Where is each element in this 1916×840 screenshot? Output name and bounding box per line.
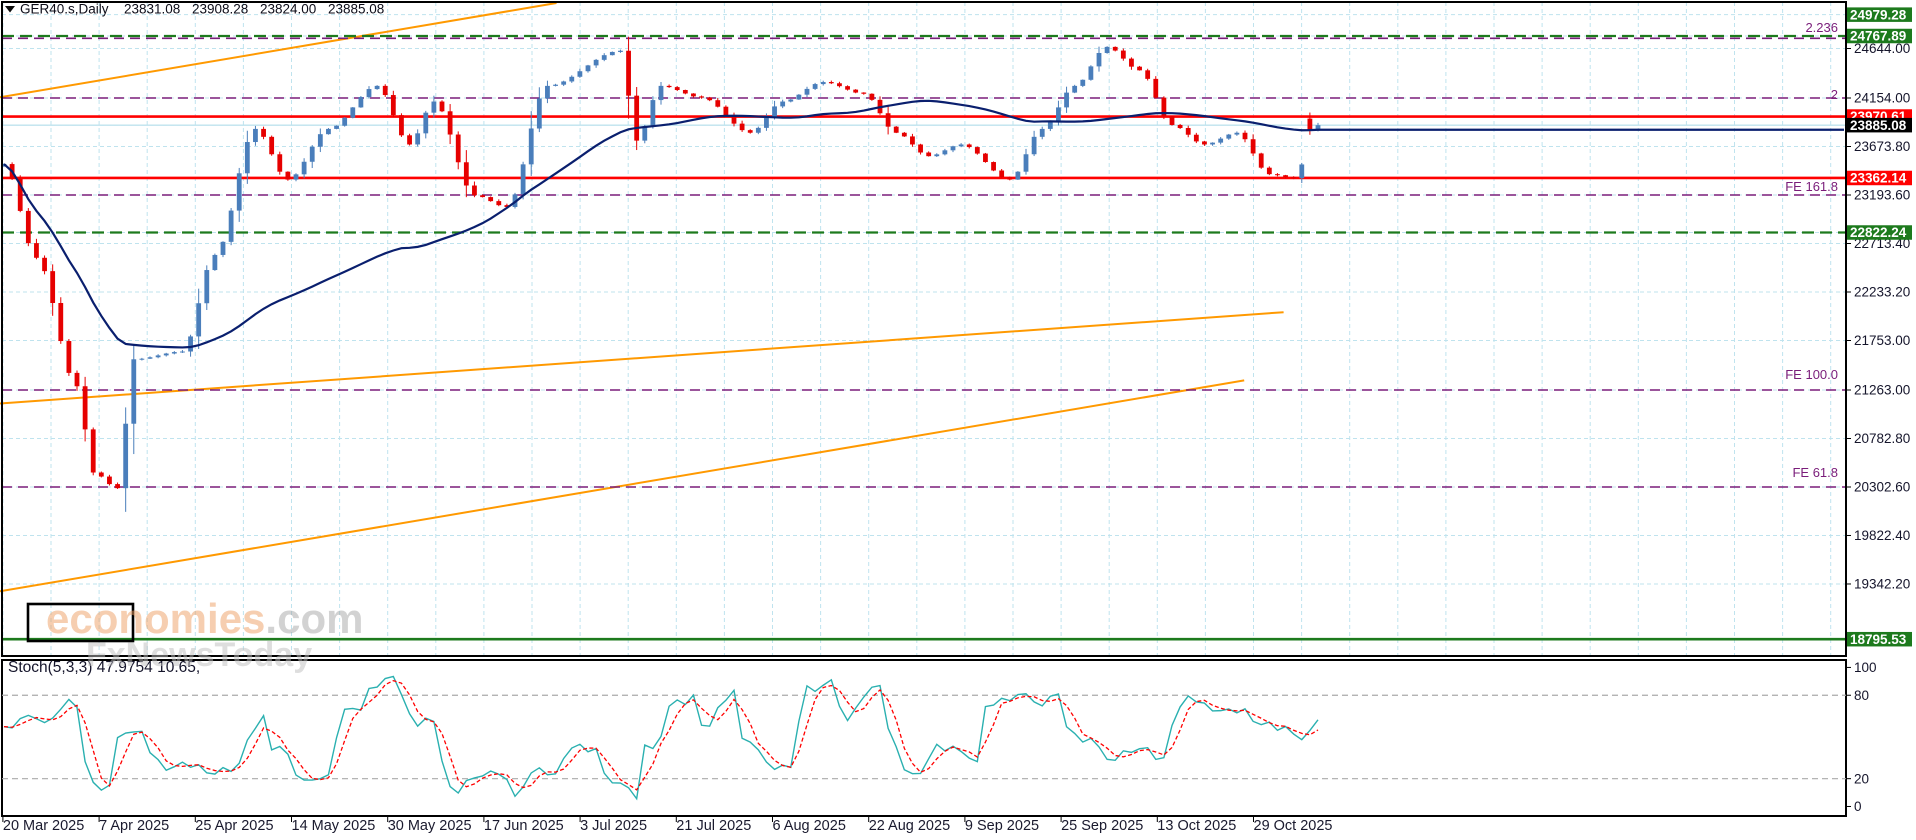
svg-text:GER40.s,Daily: GER40.s,Daily: [20, 2, 109, 17]
svg-text:9 Sep 2025: 9 Sep 2025: [965, 818, 1039, 834]
svg-text:30 May 2025: 30 May 2025: [388, 818, 472, 834]
svg-text:14 May 2025: 14 May 2025: [292, 818, 376, 834]
svg-text:23885.08: 23885.08: [328, 2, 384, 17]
svg-text:0: 0: [1854, 799, 1862, 814]
svg-text:2.236: 2.236: [1805, 20, 1838, 35]
svg-text:13 Oct 2025: 13 Oct 2025: [1157, 818, 1236, 834]
svg-text:24767.89: 24767.89: [1850, 29, 1906, 44]
svg-text:22 Aug 2025: 22 Aug 2025: [869, 818, 950, 834]
svg-text:17 Jun 2025: 17 Jun 2025: [484, 818, 564, 834]
svg-text:6 Aug 2025: 6 Aug 2025: [773, 818, 846, 834]
svg-text:24154.00: 24154.00: [1854, 91, 1910, 106]
svg-text:19822.40: 19822.40: [1854, 528, 1910, 543]
svg-text:23885.08: 23885.08: [1850, 118, 1907, 133]
svg-text:Stoch(5,3,3) 47.9754 10.65,: Stoch(5,3,3) 47.9754 10.65,: [8, 659, 200, 676]
svg-text:21 Jul 2025: 21 Jul 2025: [676, 818, 751, 834]
svg-text:20782.80: 20782.80: [1854, 431, 1910, 446]
svg-text:22822.24: 22822.24: [1850, 225, 1907, 240]
svg-text:23673.80: 23673.80: [1854, 139, 1910, 154]
svg-text:22233.20: 22233.20: [1854, 285, 1910, 300]
svg-text:25 Sep 2025: 25 Sep 2025: [1061, 818, 1143, 834]
svg-text:FE 61.8: FE 61.8: [1792, 465, 1838, 480]
svg-text:24979.28: 24979.28: [1850, 7, 1907, 22]
svg-text:29 Oct 2025: 29 Oct 2025: [1254, 818, 1333, 834]
svg-text:FE 161.8: FE 161.8: [1785, 179, 1838, 194]
svg-text:21263.00: 21263.00: [1854, 383, 1910, 398]
svg-text:23193.60: 23193.60: [1854, 188, 1910, 203]
svg-text:3 Jul 2025: 3 Jul 2025: [580, 818, 647, 834]
svg-text:20: 20: [1854, 771, 1869, 786]
svg-text:21753.00: 21753.00: [1854, 333, 1910, 348]
svg-text:2: 2: [1831, 87, 1838, 102]
svg-text:100: 100: [1854, 660, 1877, 675]
svg-text:25 Apr 2025: 25 Apr 2025: [195, 818, 273, 834]
svg-text:7 Apr 2025: 7 Apr 2025: [99, 818, 169, 834]
svg-text:20 Mar 2025: 20 Mar 2025: [3, 818, 84, 834]
svg-text:23831.08: 23831.08: [124, 2, 180, 17]
svg-text:20302.60: 20302.60: [1854, 480, 1910, 495]
svg-text:23908.28: 23908.28: [192, 2, 248, 17]
svg-text:23824.00: 23824.00: [260, 2, 316, 17]
svg-text:23362.14: 23362.14: [1850, 171, 1907, 186]
svg-text:FE 100.0: FE 100.0: [1785, 367, 1838, 382]
svg-text:80: 80: [1854, 688, 1869, 703]
svg-text:19342.20: 19342.20: [1854, 577, 1910, 592]
svg-text:18795.53: 18795.53: [1850, 632, 1907, 647]
